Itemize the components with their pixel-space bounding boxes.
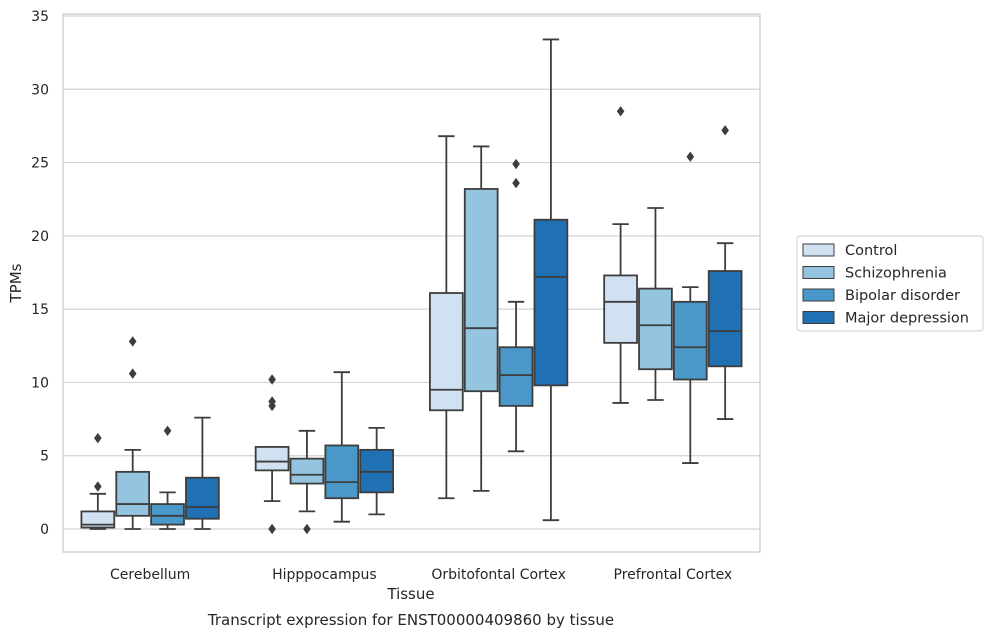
y-tick-label: 0 xyxy=(40,522,49,538)
x-tick-labels: Cerebellum Hipppocampus Orbitofontal Corte… xyxy=(110,567,732,583)
box-iqr xyxy=(115,470,151,517)
outlier-point xyxy=(268,374,276,385)
legend-swatch xyxy=(802,288,835,302)
box-cerebellum-major-depression xyxy=(185,416,220,530)
x-tick-label-hipppocampus: Hipppocampus xyxy=(272,567,377,583)
box-iqr xyxy=(150,503,185,526)
box-iqr xyxy=(429,292,464,412)
outlier-point xyxy=(94,432,102,444)
box-iqr xyxy=(289,457,325,485)
box-orbitofontal-cortex-schizophrenia xyxy=(463,145,499,492)
box-orbitofontal-cortex-control xyxy=(429,135,464,500)
outlier-point xyxy=(721,125,729,136)
box-iqr xyxy=(324,444,360,500)
x-tick-label-cerebellum: Cerebellum xyxy=(110,567,190,583)
y-tick-labels: 0 5 10 15 20 25 30 35 xyxy=(31,9,49,538)
y-tick-label: 5 xyxy=(40,449,49,465)
box-iqr xyxy=(638,287,673,371)
box-layer xyxy=(80,38,743,535)
y-tick-label: 35 xyxy=(31,9,49,25)
outlier-point xyxy=(686,151,695,162)
chart-caption: Transcript expression for ENST0000040986… xyxy=(207,611,614,629)
grid-lines xyxy=(63,15,760,530)
box-iqr xyxy=(533,218,569,387)
y-tick-label: 15 xyxy=(31,302,49,318)
box-hipppocampus-major-depression xyxy=(359,426,394,516)
box-orbitofontal-cortex-bipolar-disorder xyxy=(498,158,534,453)
x-tick-label-orbitofontal-cortex: Orbitofontal Cortex xyxy=(431,567,566,583)
legend-swatch xyxy=(802,311,835,324)
outlier-point xyxy=(128,336,137,347)
y-axis-label: TPMs xyxy=(7,263,25,303)
outlier-point xyxy=(512,177,520,189)
outlier-point xyxy=(268,523,276,535)
box-iqr xyxy=(463,188,499,393)
box-hipppocampus-bipolar-disorder xyxy=(324,371,360,523)
outlier-point xyxy=(94,481,102,492)
y-tick-label: 10 xyxy=(31,375,49,391)
legend-label: Control xyxy=(845,243,897,259)
legend-item-schizophrenia: Schizophrenia xyxy=(802,266,947,282)
box-cerebellum-control xyxy=(80,432,116,530)
box-iqr xyxy=(254,446,290,472)
legend-label: Bipolar disorder xyxy=(845,288,960,304)
box-iqr xyxy=(603,274,638,344)
legend: Control Schizophrenia Bipolar disorder Majo… xyxy=(796,235,984,332)
outlier-point xyxy=(303,523,311,535)
legend-item-control: Control xyxy=(802,243,897,259)
box-prefrontal-cortex-control xyxy=(603,106,638,404)
x-tick-label-prefrontal-cortex: Prefrontal Cortex xyxy=(614,567,733,583)
outlier-point xyxy=(128,368,137,379)
plot-frame xyxy=(62,13,761,553)
box-orbitofontal-cortex-major-depression xyxy=(533,38,569,522)
legend-label: Schizophrenia xyxy=(845,266,947,282)
legend-swatch xyxy=(802,266,835,279)
box-iqr xyxy=(707,270,743,368)
y-tick-label: 30 xyxy=(31,82,49,98)
x-axis-label: Tissue xyxy=(386,585,434,603)
box-iqr xyxy=(672,300,708,381)
legend-item-major-depression: Major depression xyxy=(802,311,969,327)
box-iqr xyxy=(80,510,116,529)
box-prefrontal-cortex-bipolar-disorder xyxy=(672,151,708,464)
box-prefrontal-cortex-schizophrenia xyxy=(638,207,673,401)
box-iqr xyxy=(498,346,534,407)
box-hipppocampus-schizophrenia xyxy=(289,429,325,535)
legend-item-bipolar-disorder: Bipolar disorder xyxy=(802,288,960,304)
box-cerebellum-schizophrenia xyxy=(115,336,151,530)
y-tick-label: 25 xyxy=(31,156,49,172)
outlier-point xyxy=(163,425,172,436)
box-iqr xyxy=(185,476,220,520)
legend-frame xyxy=(796,235,984,332)
y-tick-label: 20 xyxy=(31,229,49,245)
outlier-point xyxy=(268,396,276,407)
box-hipppocampus-control xyxy=(254,374,290,535)
outlier-point xyxy=(512,158,520,170)
box-prefrontal-cortex-major-depression xyxy=(707,125,743,420)
outlier-point xyxy=(616,106,625,117)
legend-label: Major depression xyxy=(845,311,969,327)
legend-swatch xyxy=(802,243,835,257)
box-cerebellum-bipolar-disorder xyxy=(150,425,185,530)
